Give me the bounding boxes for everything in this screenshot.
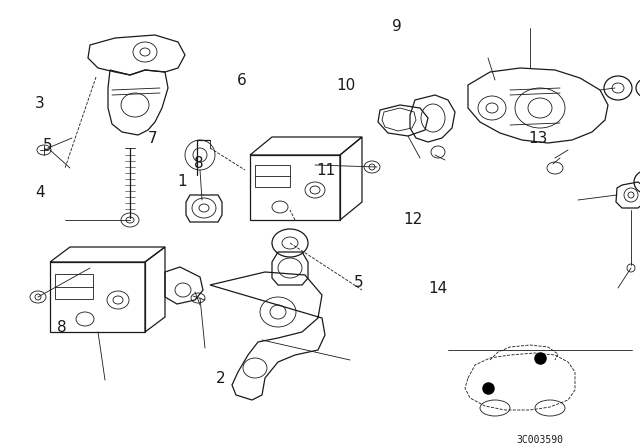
Text: 7: 7 [147, 131, 157, 146]
Text: 3: 3 [35, 95, 45, 111]
Text: 6: 6 [237, 73, 247, 88]
Bar [50, 262, 145, 332]
Text: 5: 5 [43, 138, 53, 153]
Text: 12: 12 [403, 212, 422, 227]
Text: 1: 1 [177, 174, 188, 189]
Text: 10: 10 [336, 78, 355, 93]
Text: 5: 5 [353, 275, 364, 290]
Bar [55, 274, 93, 299]
Bar [255, 165, 290, 187]
Text: 14: 14 [429, 281, 448, 297]
Text: 11: 11 [317, 163, 336, 178]
Text: 9: 9 [392, 19, 402, 34]
Text: 2: 2 [216, 371, 226, 386]
Bar [250, 155, 340, 220]
Text: 8: 8 [57, 319, 67, 335]
Text: 13: 13 [528, 131, 547, 146]
Text: 3C003590: 3C003590 [516, 435, 563, 445]
Text: 4: 4 [35, 185, 45, 200]
Text: 8: 8 [193, 156, 204, 171]
